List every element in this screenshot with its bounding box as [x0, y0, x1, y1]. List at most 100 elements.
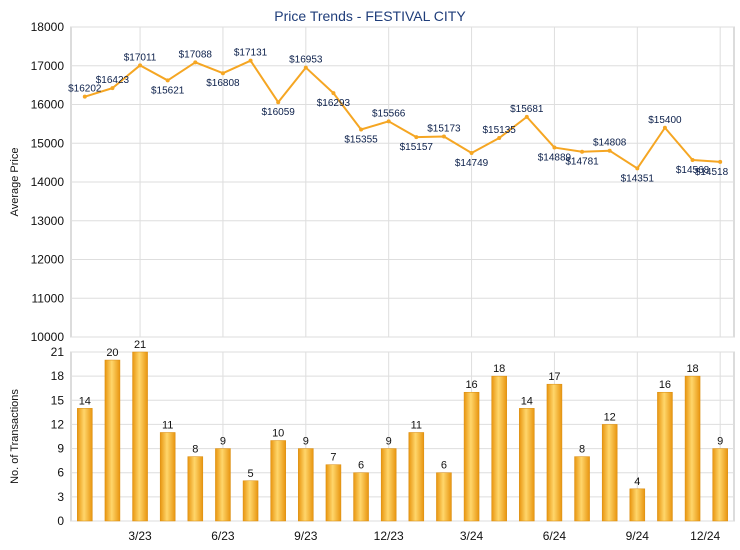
- price-y-tick: 10000: [31, 330, 65, 344]
- price-point: [580, 149, 585, 154]
- transactions-bar: [657, 391, 673, 522]
- price-data-label: $15157: [400, 142, 434, 153]
- transactions-y-tick: 9: [57, 442, 64, 456]
- transactions-bar: [519, 408, 535, 522]
- price-data-label: $16293: [317, 98, 351, 109]
- transactions-bar: [546, 383, 563, 522]
- price-data-label: $17088: [179, 49, 213, 60]
- price-data-label: $15355: [344, 134, 378, 145]
- transactions-bar-label: 6: [358, 460, 364, 472]
- price-point: [359, 127, 364, 132]
- x-tick-label: 12/24: [690, 529, 720, 543]
- price-data-label: $15681: [510, 104, 544, 115]
- price-series-line: [84, 59, 721, 170]
- price-y-tick: 18000: [31, 20, 65, 34]
- price-y-tick: 12000: [31, 253, 65, 267]
- transactions-bar: [298, 448, 314, 522]
- price-data-label: $14518: [695, 167, 729, 178]
- price-point: [497, 136, 502, 141]
- x-tick-label: 12/23: [374, 529, 404, 543]
- price-point: [690, 157, 695, 162]
- price-y-tick: 11000: [32, 291, 65, 305]
- transactions-bar: [104, 359, 121, 522]
- price-point: [414, 135, 419, 140]
- price-point: [165, 78, 170, 83]
- transactions-bar: [463, 391, 480, 522]
- transactions-y-tick: 0: [57, 514, 64, 528]
- price-data-label: $17131: [234, 48, 268, 59]
- transactions-bar: [215, 448, 231, 522]
- transactions-bar-label: 16: [659, 379, 671, 391]
- price-panel: 10000 11000 12000 13000 14000 15000 16000 17000…: [9, 20, 735, 344]
- transactions-bar-label: 9: [220, 436, 226, 448]
- transactions-bar-label: 9: [303, 436, 309, 448]
- transactions-bar-label: 10: [272, 428, 284, 440]
- transactions-bar-label: 16: [465, 379, 477, 391]
- price-data-label: $16953: [289, 55, 323, 66]
- transactions-bar: [325, 464, 342, 522]
- price-data-label: $16808: [206, 78, 240, 89]
- price-point: [276, 100, 281, 105]
- transactions-bar-label: 7: [330, 452, 336, 464]
- x-tick-label: 6/23: [211, 529, 235, 543]
- transactions-bar: [77, 408, 93, 522]
- price-point: [220, 71, 225, 76]
- price-point: [303, 65, 308, 70]
- transactions-bar: [270, 440, 286, 522]
- transactions-bar-label: 9: [717, 436, 723, 448]
- price-data-label: $14781: [565, 157, 599, 168]
- x-tick-label: 6/24: [543, 529, 567, 543]
- price-data-label: $14889: [538, 153, 572, 164]
- price-point: [718, 159, 723, 164]
- price-point: [82, 94, 87, 99]
- price-data-label: $15621: [151, 85, 185, 96]
- price-y-tick: 16000: [31, 98, 65, 112]
- transactions-bar: [601, 424, 618, 522]
- transactions-bar-label: 18: [493, 363, 505, 375]
- transactions-bar-label: 11: [411, 419, 422, 431]
- price-data-label: $15566: [372, 108, 406, 119]
- price-y-axis-label: Average Price: [9, 148, 21, 217]
- price-data-label: $16202: [68, 84, 102, 95]
- transactions-y-tick: 21: [51, 345, 65, 359]
- price-point: [386, 119, 391, 124]
- transactions-y-tick: 3: [57, 490, 64, 504]
- transactions-y-tick: 15: [51, 393, 65, 407]
- price-y-tick: 15000: [31, 136, 65, 150]
- transactions-bar-label: 17: [548, 371, 560, 383]
- transactions-bar-label: 4: [634, 476, 640, 488]
- price-y-tick: 14000: [31, 175, 65, 189]
- transactions-bar-label: 12: [604, 411, 616, 423]
- transactions-y-tick: 6: [57, 466, 64, 480]
- transactions-bar-label: 5: [248, 468, 254, 480]
- transactions-bar: [712, 448, 728, 522]
- price-point: [441, 134, 446, 139]
- price-point: [635, 166, 640, 171]
- transactions-bar: [159, 432, 176, 522]
- transactions-bar-label: 11: [162, 419, 173, 431]
- transactions-bar: [436, 472, 452, 522]
- price-data-label: $15400: [648, 115, 682, 126]
- price-data-label: $16059: [262, 107, 296, 118]
- transactions-bar-label: 18: [686, 363, 698, 375]
- transactions-bar: [380, 448, 397, 522]
- transactions-y-axis-label: No. of Transactions: [9, 389, 21, 484]
- transactions-bar: [353, 472, 369, 522]
- transactions-bar: [574, 456, 590, 522]
- transactions-y-tick: 18: [51, 369, 65, 383]
- transactions-bar-label: 8: [192, 444, 198, 456]
- transactions-bar-label: 21: [134, 339, 146, 351]
- price-data-label: $14808: [593, 138, 627, 149]
- price-point: [552, 145, 557, 150]
- transactions-bar: [242, 480, 259, 522]
- price-point: [607, 148, 612, 153]
- transactions-bar-label: 8: [579, 444, 585, 456]
- price-point: [469, 150, 474, 155]
- price-data-label: $15173: [427, 124, 461, 135]
- transactions-bar-label: 6: [441, 460, 447, 472]
- transactions-bar: [187, 456, 204, 522]
- x-tick-label: 3/23: [128, 529, 152, 543]
- price-data-label: $15135: [483, 125, 517, 136]
- price-point: [524, 114, 529, 119]
- transactions-plot-area: [70, 351, 735, 522]
